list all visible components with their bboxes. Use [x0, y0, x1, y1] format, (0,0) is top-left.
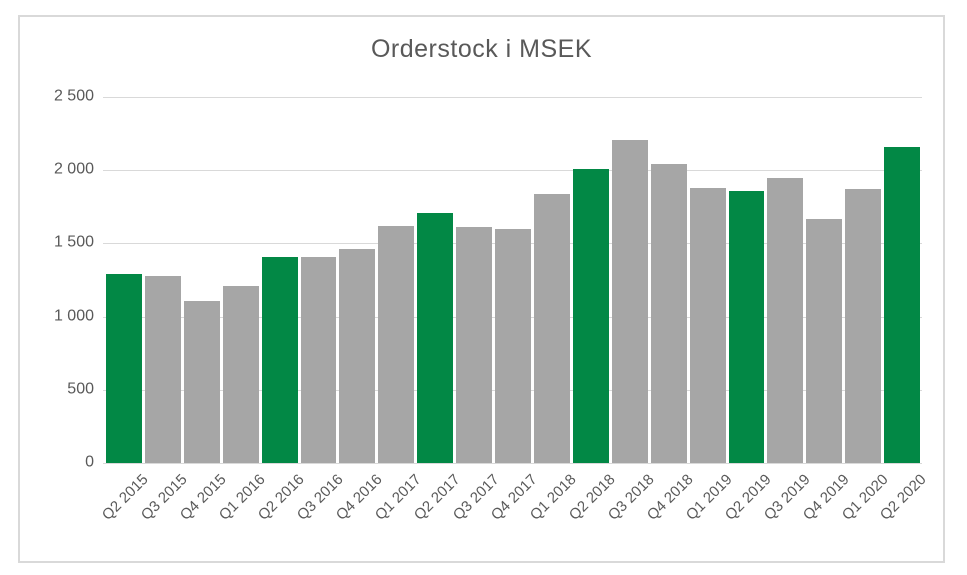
bar-q2-2015 — [106, 274, 142, 463]
gridline-0 — [103, 463, 922, 464]
y-tick-label-2-500: 2 500 — [53, 87, 94, 105]
bar-q2-2019 — [728, 190, 765, 463]
x-tick-cell-q2-2020: Q2 2020 — [877, 463, 930, 558]
x-tick-cell-q3-2015: Q3 2015 — [138, 463, 191, 558]
x-tick-cell-q4-2016: Q4 2016 — [333, 463, 386, 558]
bar-q1-2020 — [845, 188, 882, 463]
bar-q4-2015 — [183, 301, 220, 463]
bar-q2-2017 — [417, 212, 454, 463]
x-tick-cell-q1-2016: Q1 2016 — [216, 463, 269, 558]
y-tick-label-500: 500 — [67, 380, 94, 398]
gridline-2-000 — [103, 170, 922, 172]
x-tick-cell-q1-2019: Q1 2019 — [683, 463, 736, 558]
bar-q2-2020 — [884, 146, 921, 463]
bar-q3-2019 — [767, 177, 804, 463]
bar-q1-2018 — [533, 194, 570, 463]
x-tick-cell-q3-2017: Q3 2017 — [449, 463, 502, 558]
y-tick-label-0: 0 — [85, 453, 94, 471]
plot-area: 2 500 2 000 1 500 1 000 500 0 Q2 2015 Q3 2015 Q… — [54, 88, 930, 524]
x-tick-cell-q1-2017: Q1 2017 — [372, 463, 425, 558]
x-tick-cell-q4-2015: Q4 2015 — [177, 463, 230, 558]
bar-q1-2019 — [689, 187, 726, 463]
y-tick-label-2-000: 2 000 — [53, 160, 94, 178]
x-tick-cell-q2-2016: Q2 2016 — [255, 463, 308, 558]
bar-q2-2018 — [572, 168, 609, 463]
bar-q1-2017 — [378, 225, 415, 463]
x-tick-cell-q1-2018: Q1 2018 — [527, 463, 580, 558]
bar-q3-2017 — [456, 226, 493, 463]
bar-q4-2018 — [650, 163, 687, 463]
bar-q3-2015 — [144, 275, 181, 463]
bar-q2-2016 — [261, 257, 298, 463]
x-tick-cell-q4-2017: Q4 2017 — [488, 463, 541, 558]
x-tick-label-q2-2020: Q2 2020 — [877, 471, 931, 524]
bar-q3-2018 — [611, 140, 648, 463]
chart-container: Orderstock i MSEK 2 500 2 000 1 500 1 000 50… — [18, 15, 945, 563]
x-tick-cell-q3-2016: Q3 2016 — [294, 463, 347, 558]
bar-q1-2016 — [222, 285, 259, 463]
x-tick-cell-q2-2019: Q2 2019 — [722, 463, 775, 558]
x-tick-cell-q3-2019: Q3 2019 — [761, 463, 814, 558]
x-tick-cell-q2-2018: Q2 2018 — [566, 463, 619, 558]
gridline-2-500 — [103, 97, 922, 98]
y-tick-label-1-000: 1 000 — [53, 307, 94, 325]
bar-series — [104, 97, 922, 463]
y-tick-label-1-500: 1 500 — [53, 234, 94, 252]
chart-title: Orderstock i MSEK — [370, 35, 593, 63]
x-tick-cell-q3-2018: Q3 2018 — [605, 463, 658, 558]
x-axis-labels: Q2 2015 Q3 2015 Q4 2015 Q1 2016 Q2 2016 Q3 20… — [99, 463, 930, 558]
bar-q4-2017 — [495, 228, 531, 463]
x-tick-cell-q2-2015: Q2 2015 — [99, 463, 152, 558]
bar-q4-2019 — [806, 218, 843, 463]
x-tick-cell-q2-2017: Q2 2017 — [410, 463, 463, 558]
x-tick-cell-q4-2018: Q4 2018 — [644, 463, 697, 558]
bar-q3-2016 — [300, 257, 337, 463]
x-tick-cell-q4-2019: Q4 2019 — [800, 463, 853, 558]
x-tick-cell-q1-2020: Q1 2020 — [838, 463, 891, 558]
bar-q4-2016 — [339, 249, 376, 463]
